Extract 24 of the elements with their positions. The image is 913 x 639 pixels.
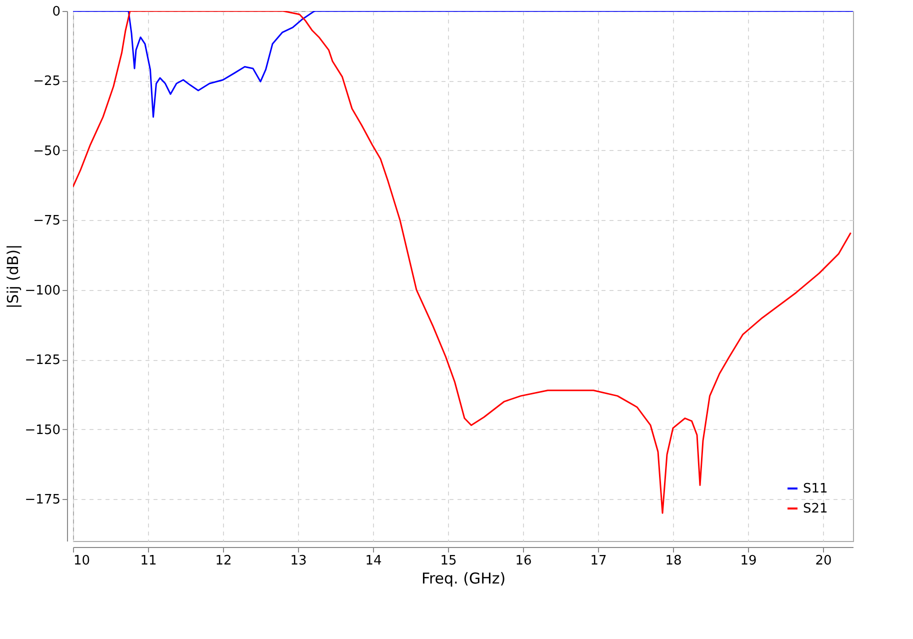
y-tick-label: −150: [24, 422, 60, 438]
x-tick-label: 16: [515, 554, 532, 568]
y-tick-label: −100: [24, 283, 60, 298]
y-tick-label: −125: [24, 353, 60, 368]
x-tick-label: 18: [665, 554, 682, 568]
x-tick-label: 13: [290, 554, 307, 568]
y-tick-label: −75: [33, 214, 60, 229]
x-tick-label: 10: [74, 554, 90, 568]
legend-label: S21: [803, 502, 828, 516]
y-tick-label: −50: [33, 144, 60, 159]
x-tick-label: 15: [440, 554, 457, 568]
x-axis-title: Freq. (GHz): [421, 570, 506, 588]
x-tick-label: 14: [365, 554, 382, 568]
y-tick-label: −25: [33, 74, 60, 90]
x-tick-label: 17: [590, 554, 607, 568]
legend-label: S11: [803, 482, 828, 496]
y-tick-label: 0: [52, 4, 60, 20]
x-tick-label: 11: [140, 554, 157, 568]
x-tick-label: 12: [215, 554, 232, 568]
x-tick-label: 19: [740, 554, 757, 568]
x-tick-label: 20: [815, 554, 832, 568]
y-axis-title: |Sij (dB)|: [4, 244, 22, 309]
line-series: [73, 11, 852, 514]
y-tick-label: −175: [24, 492, 60, 508]
